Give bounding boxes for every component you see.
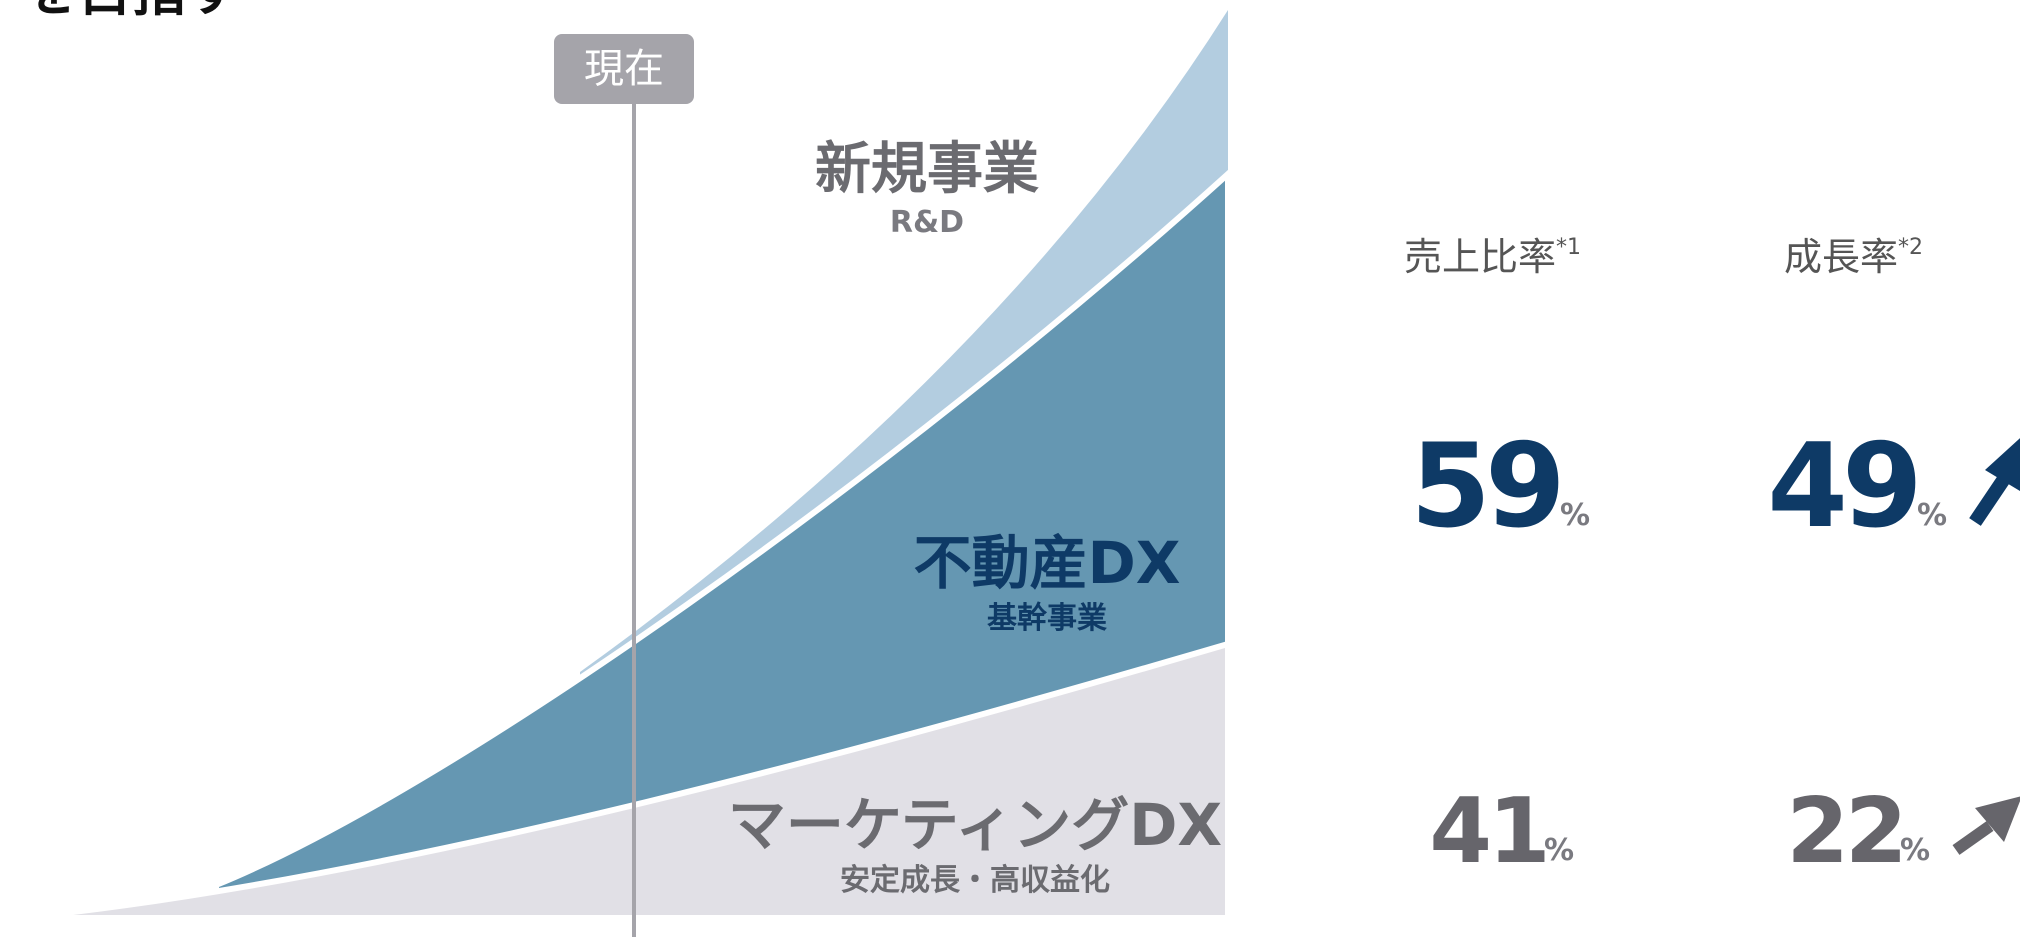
column-header: 成長率*2 <box>1784 235 1923 279</box>
column-note: *1 <box>1556 235 1581 260</box>
arrow-head <box>1975 796 2020 842</box>
value: 59 <box>1410 419 1559 554</box>
arrow-up <box>1969 438 2020 526</box>
segment-name: 不動産DX <box>914 529 1181 597</box>
current-badge <box>554 34 694 104</box>
unit: % <box>1900 833 1930 868</box>
arrow-head <box>1985 438 2020 491</box>
title: を目指す <box>24 0 240 23</box>
value: 22 <box>1786 779 1903 884</box>
unit: % <box>1544 833 1574 868</box>
arrow-up-right <box>1952 796 2020 855</box>
column-note: *2 <box>1898 235 1923 260</box>
value: 49 <box>1767 419 1916 554</box>
segment-sub: 安定成長・高収益化 <box>840 863 1110 898</box>
value: 41 <box>1429 779 1546 884</box>
column-header: 売上比率*1 <box>1404 235 1581 279</box>
segment-sub: R&D <box>890 205 964 240</box>
current-label: 現在 <box>584 46 664 92</box>
unit: % <box>1560 498 1590 533</box>
unit: % <box>1917 498 1947 533</box>
arrow-shaft <box>1952 821 1994 855</box>
column-label: 成長率 <box>1784 235 1898 279</box>
segment-name: マーケティングDX <box>728 791 1222 859</box>
segment-sub: 基幹事業 <box>987 601 1107 636</box>
area-marketing <box>18 639 1231 921</box>
segment-name: 新規事業 <box>815 137 1039 202</box>
column-label: 売上比率 <box>1404 235 1556 279</box>
area-edge <box>1228 0 1236 937</box>
